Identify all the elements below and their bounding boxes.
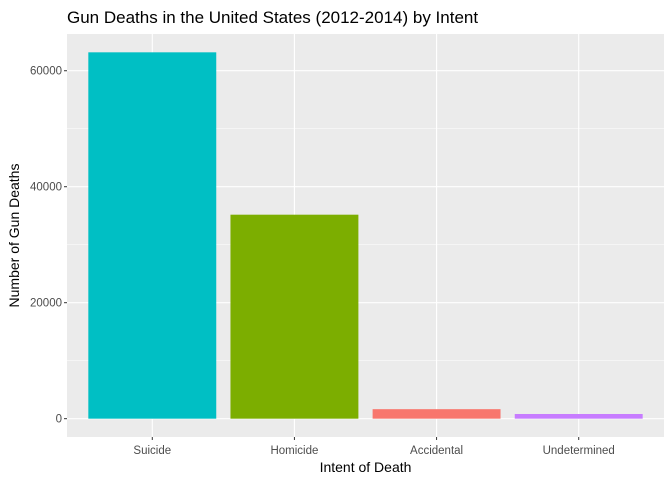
bar-suicide	[88, 52, 217, 419]
y-tick-label: 20000	[30, 298, 62, 310]
y-axis-title: Number of Gun Deaths	[6, 164, 22, 308]
y-axis-ticks: 0 20000 40000 60000	[30, 66, 67, 426]
y-tick-label: 0	[56, 414, 62, 426]
y-tick-label: 40000	[30, 182, 62, 194]
bar-homicide	[230, 214, 359, 419]
x-axis-ticks: Suicide Homicide Accidental Undetermined	[133, 437, 615, 457]
x-axis-title: Intent of Death	[320, 459, 412, 475]
x-tick-label: Suicide	[133, 445, 171, 457]
y-tick-label: 60000	[30, 66, 62, 78]
chart-title: Gun Deaths in the United States (2012-20…	[67, 8, 478, 27]
x-tick-label: Undetermined	[543, 445, 615, 457]
x-tick-label: Accidental	[410, 445, 463, 457]
bar-accidental	[372, 409, 501, 419]
bars	[88, 52, 643, 419]
x-tick-label: Homicide	[270, 445, 318, 457]
bar-undetermined	[514, 413, 643, 419]
